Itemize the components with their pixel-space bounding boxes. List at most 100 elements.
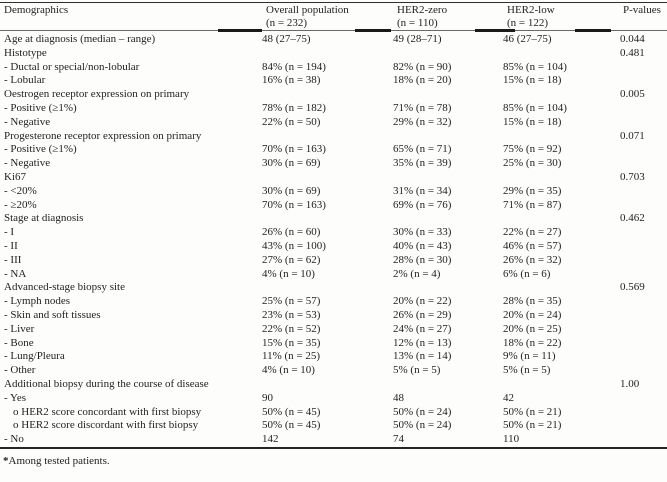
table-footnote: *Among tested patients. [3, 454, 110, 468]
row-label: - Skin and soft tissues [4, 308, 101, 321]
table-row: - Yes 90 48 42 [0, 392, 667, 406]
cell-her2-zero: 49 (28–71) [393, 33, 442, 45]
table-row: Additional biopsy during the course of d… [0, 378, 667, 392]
cell-p-value [619, 240, 667, 254]
table-row: - Lobular 16% (n = 38) 18% (n = 20) 15% … [0, 74, 667, 88]
cell-her2-zero: 2% (n = 4) [393, 267, 441, 280]
rule-segment [355, 29, 391, 33]
row-label: - Ductal or special/non-lobular [4, 60, 140, 73]
cell-p-value: 0.071 [620, 129, 645, 142]
cell-p-value [619, 199, 667, 213]
table-row: - No 142 74 110 [0, 433, 667, 447]
cell-her2-zero: 65% (n = 71) [393, 143, 452, 156]
cell-her2-low [503, 212, 619, 226]
cell-p-value [619, 61, 667, 75]
cell-her2-low: 50% (n = 21) [503, 419, 562, 432]
table-row: o HER2 score discordant with first biops… [0, 419, 667, 433]
cell-overall-population: 16% (n = 38) [262, 74, 321, 87]
cell-her2-zero: 31% (n = 34) [393, 184, 452, 197]
table-row: - Bone 15% (n = 35) 12% (n = 13) 18% (n … [0, 337, 667, 351]
cell-her2-low: 22% (n = 27) [503, 226, 562, 239]
table-row: - ≥20% 70% (n = 163) 69% (n = 76) 71% (n… [0, 199, 667, 213]
cell-her2-zero [393, 88, 503, 102]
cell-her2-zero: 28% (n = 30) [393, 253, 452, 266]
cell-her2-zero: 50% (n = 24) [393, 405, 452, 418]
column-header-overall-population: Overall population (n = 232) [262, 4, 393, 29]
cell-her2-zero: 74 [393, 433, 404, 446]
cell-p-value [619, 295, 667, 309]
cell-overall-population: 90 [262, 391, 273, 404]
table-bottom-rule [0, 447, 667, 450]
row-label: o HER2 score concordant with first biops… [13, 405, 202, 418]
cell-her2-zero: 12% (n = 13) [393, 336, 452, 349]
row-label: - III [4, 253, 22, 266]
column-header-sample-size: (n = 122) [507, 17, 549, 29]
row-label: - ≥20% [4, 198, 37, 211]
cell-her2-zero: 30% (n = 33) [393, 226, 452, 239]
row-label: - Positive (≥1%) [4, 143, 77, 156]
cell-her2-low: 18% (n = 22) [503, 336, 562, 349]
cell-overall-population [262, 212, 393, 226]
table-row: - II 43% (n = 100) 40% (n = 43) 46% (n =… [0, 240, 667, 254]
table-row: - Positive (≥1%) 70% (n = 163) 65% (n = … [0, 143, 667, 157]
cell-overall-population: 78% (n = 182) [262, 101, 326, 114]
cell-overall-population: 27% (n = 62) [262, 253, 321, 266]
cell-overall-population: 4% (n = 10) [262, 267, 315, 280]
cell-her2-zero [393, 47, 503, 61]
cell-overall-population [262, 171, 393, 185]
cell-p-value: 1.00 [620, 377, 640, 390]
row-label: o HER2 score discordant with first biops… [13, 419, 199, 432]
cell-her2-low: 85% (n = 104) [503, 60, 567, 73]
cell-overall-population: 22% (n = 52) [262, 322, 321, 335]
cell-her2-low: 85% (n = 104) [503, 101, 567, 114]
row-label: - Positive (≥1%) [4, 101, 77, 114]
table-body: Age at diagnosis (median – range) 48 (27… [0, 33, 667, 447]
cell-her2-low: 28% (n = 35) [503, 295, 562, 308]
table-row: Oestrogen receptor expression on primary… [0, 88, 667, 102]
row-label: - Lobular [4, 74, 46, 87]
cell-her2-low [503, 88, 619, 102]
cell-her2-zero: 40% (n = 43) [393, 239, 452, 252]
cell-overall-population: 50% (n = 45) [262, 419, 321, 432]
row-label: Progesterone receptor expression on prim… [4, 129, 202, 142]
footnote-marker: * [3, 455, 9, 467]
table-row: - Other 4% (n = 10) 5% (n = 5) 5% (n = 5… [0, 364, 667, 378]
cell-overall-population [262, 130, 393, 144]
cell-overall-population: 30% (n = 69) [262, 157, 321, 170]
cell-p-value: 0.481 [620, 46, 645, 59]
column-header-label: Overall population [266, 4, 349, 16]
cell-her2-low: 46% (n = 57) [503, 239, 562, 252]
row-label: Additional biopsy during the course of d… [4, 377, 209, 390]
rule-segment [575, 29, 611, 33]
table-row: - Lymph nodes 25% (n = 57) 20% (n = 22) … [0, 295, 667, 309]
cell-her2-zero: 71% (n = 78) [393, 101, 452, 114]
cell-overall-population: 22% (n = 50) [262, 115, 321, 128]
cell-p-value [619, 433, 667, 447]
cell-her2-low: 110 [503, 433, 520, 446]
cell-her2-zero [393, 171, 503, 185]
cell-p-value [619, 364, 667, 378]
cell-overall-population [262, 88, 393, 102]
row-label: - Yes [4, 391, 27, 404]
row-label: - Liver [4, 322, 35, 335]
cell-her2-zero [393, 378, 503, 392]
cell-her2-zero: 26% (n = 29) [393, 308, 452, 321]
cell-her2-low [503, 47, 619, 61]
cell-her2-zero: 18% (n = 20) [393, 74, 452, 87]
cell-p-value: 0.462 [620, 212, 645, 225]
cell-p-value [619, 74, 667, 88]
cell-p-value [619, 102, 667, 116]
cell-overall-population: 11% (n = 25) [262, 350, 321, 363]
cell-her2-low: 50% (n = 21) [503, 405, 562, 418]
table-row: - III 27% (n = 62) 28% (n = 30) 26% (n =… [0, 254, 667, 268]
row-label: Oestrogen receptor expression on primary [4, 88, 190, 101]
cell-her2-low: 5% (n = 5) [503, 364, 551, 377]
cell-her2-zero: 50% (n = 24) [393, 419, 452, 432]
cell-her2-low: 20% (n = 25) [503, 322, 562, 335]
cell-her2-low: 26% (n = 32) [503, 253, 562, 266]
cell-overall-population [262, 47, 393, 61]
row-label: - Other [4, 364, 36, 377]
table-row: - Lung/Pleura 11% (n = 25) 13% (n = 14) … [0, 350, 667, 364]
cell-overall-population [262, 281, 393, 295]
cell-her2-low [503, 378, 619, 392]
